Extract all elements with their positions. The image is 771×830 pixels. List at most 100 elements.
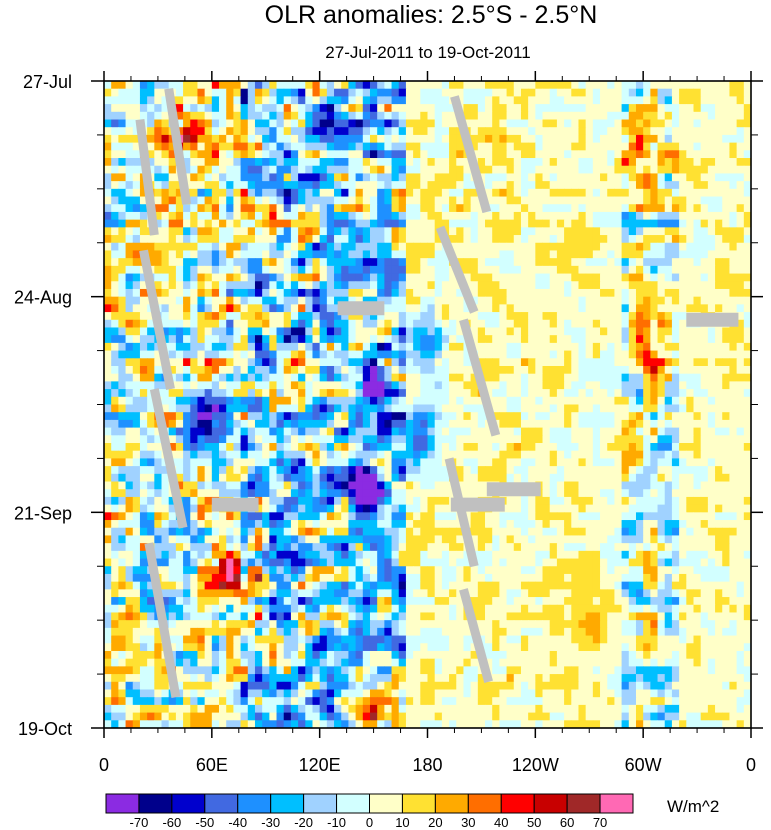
heatmap-cell bbox=[283, 412, 292, 421]
heatmap-cell bbox=[664, 96, 673, 105]
heatmap-cell bbox=[456, 142, 464, 151]
heatmap-cell bbox=[290, 404, 299, 413]
heatmap-cell bbox=[578, 88, 587, 97]
heatmap-cell bbox=[247, 196, 256, 205]
heatmap-cell bbox=[240, 396, 249, 405]
heatmap-cell bbox=[405, 458, 414, 467]
heatmap-cell bbox=[175, 466, 184, 475]
heatmap-cell bbox=[226, 404, 234, 413]
heatmap-cell bbox=[441, 319, 450, 328]
heatmap-cell bbox=[405, 165, 414, 174]
heatmap-cell bbox=[736, 443, 745, 452]
heatmap-cell bbox=[204, 296, 213, 305]
heatmap-cell bbox=[542, 304, 551, 313]
heatmap-cell bbox=[161, 504, 170, 513]
heatmap-cell bbox=[391, 111, 400, 121]
heatmap-cell bbox=[528, 466, 536, 475]
heatmap-cell bbox=[276, 88, 285, 97]
heatmap-cell bbox=[564, 358, 572, 367]
heatmap-cell bbox=[549, 412, 558, 421]
heatmap-cell bbox=[269, 173, 278, 182]
heatmap-cell bbox=[190, 319, 198, 328]
heatmap-cell bbox=[369, 450, 378, 459]
heatmap-cell bbox=[147, 443, 155, 452]
heatmap-cell bbox=[564, 211, 572, 221]
heatmap-cell bbox=[499, 96, 508, 105]
heatmap-cell bbox=[600, 389, 608, 398]
heatmap-cell bbox=[305, 381, 313, 390]
heatmap-cell bbox=[578, 250, 587, 259]
heatmap-cell bbox=[485, 335, 493, 344]
heatmap-cell bbox=[657, 373, 666, 382]
heatmap-cell bbox=[262, 373, 270, 382]
heatmap-cell bbox=[441, 489, 450, 498]
heatmap-cell bbox=[635, 104, 644, 113]
heatmap-cell bbox=[305, 242, 313, 251]
heatmap-cell bbox=[175, 81, 184, 90]
heatmap-cell bbox=[369, 96, 378, 105]
heatmap-cell bbox=[391, 127, 400, 136]
heatmap-cell bbox=[499, 312, 508, 321]
heatmap-cell bbox=[369, 250, 378, 259]
heatmap-cell bbox=[147, 427, 155, 436]
heatmap-cell bbox=[240, 219, 249, 228]
heatmap-cell bbox=[377, 427, 385, 436]
heatmap-cell bbox=[470, 142, 479, 151]
heatmap-cell bbox=[219, 489, 227, 498]
heatmap-cell bbox=[492, 235, 500, 244]
heatmap-cell bbox=[312, 196, 321, 205]
heatmap-cell bbox=[427, 443, 436, 452]
heatmap-cell bbox=[384, 181, 393, 190]
heatmap-cell bbox=[592, 81, 601, 90]
heatmap-cell bbox=[722, 419, 730, 429]
heatmap-cell bbox=[679, 288, 687, 298]
heatmap-cell bbox=[125, 119, 134, 128]
heatmap-cell bbox=[190, 150, 198, 159]
heatmap-cell bbox=[470, 466, 479, 475]
heatmap-cell bbox=[326, 235, 335, 244]
heatmap-cell bbox=[743, 235, 751, 244]
heatmap-cell bbox=[118, 450, 127, 459]
heatmap-cell bbox=[722, 196, 730, 205]
heatmap-cell bbox=[499, 458, 508, 467]
heatmap-cell bbox=[413, 288, 421, 298]
heatmap-cell bbox=[679, 281, 687, 290]
heatmap-cell bbox=[571, 412, 579, 421]
heatmap-cell bbox=[643, 412, 651, 421]
heatmap-cell bbox=[628, 358, 637, 367]
heatmap-cell bbox=[592, 258, 601, 267]
heatmap-cell bbox=[628, 319, 637, 328]
heatmap-cell bbox=[355, 466, 364, 475]
heatmap-cell bbox=[715, 304, 723, 313]
heatmap-cell bbox=[621, 435, 630, 444]
heatmap-cell bbox=[679, 342, 687, 352]
heatmap-cell bbox=[377, 389, 385, 398]
heatmap-cell bbox=[139, 304, 148, 313]
heatmap-cell bbox=[398, 389, 407, 398]
heatmap-cell bbox=[449, 335, 457, 344]
heatmap-cell bbox=[247, 412, 256, 421]
heatmap-cell bbox=[600, 227, 608, 236]
heatmap-cell bbox=[578, 235, 587, 244]
heatmap-cell bbox=[240, 389, 249, 398]
heatmap-cell bbox=[564, 304, 572, 313]
heatmap-cell bbox=[233, 288, 242, 298]
heatmap-cell bbox=[707, 104, 716, 113]
heatmap-cell bbox=[686, 404, 694, 413]
heatmap-cell bbox=[391, 258, 400, 267]
heatmap-cell bbox=[485, 181, 493, 190]
heatmap-cell bbox=[362, 381, 371, 390]
heatmap-cell bbox=[564, 466, 572, 475]
heatmap-cell bbox=[513, 265, 522, 275]
heatmap-cell bbox=[391, 296, 400, 305]
heatmap-cell bbox=[506, 227, 515, 236]
heatmap-cell bbox=[650, 335, 659, 344]
heatmap-cell bbox=[175, 265, 184, 275]
heatmap-cell bbox=[348, 158, 357, 167]
heatmap-cell bbox=[700, 381, 709, 390]
heatmap-cell bbox=[355, 219, 364, 228]
heatmap-cell bbox=[564, 496, 572, 506]
heatmap-cell bbox=[585, 96, 594, 105]
heatmap-cell bbox=[736, 211, 745, 221]
heatmap-cell bbox=[125, 111, 134, 121]
